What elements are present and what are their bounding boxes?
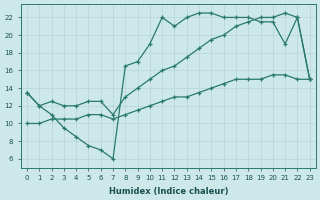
X-axis label: Humidex (Indice chaleur): Humidex (Indice chaleur) (108, 187, 228, 196)
